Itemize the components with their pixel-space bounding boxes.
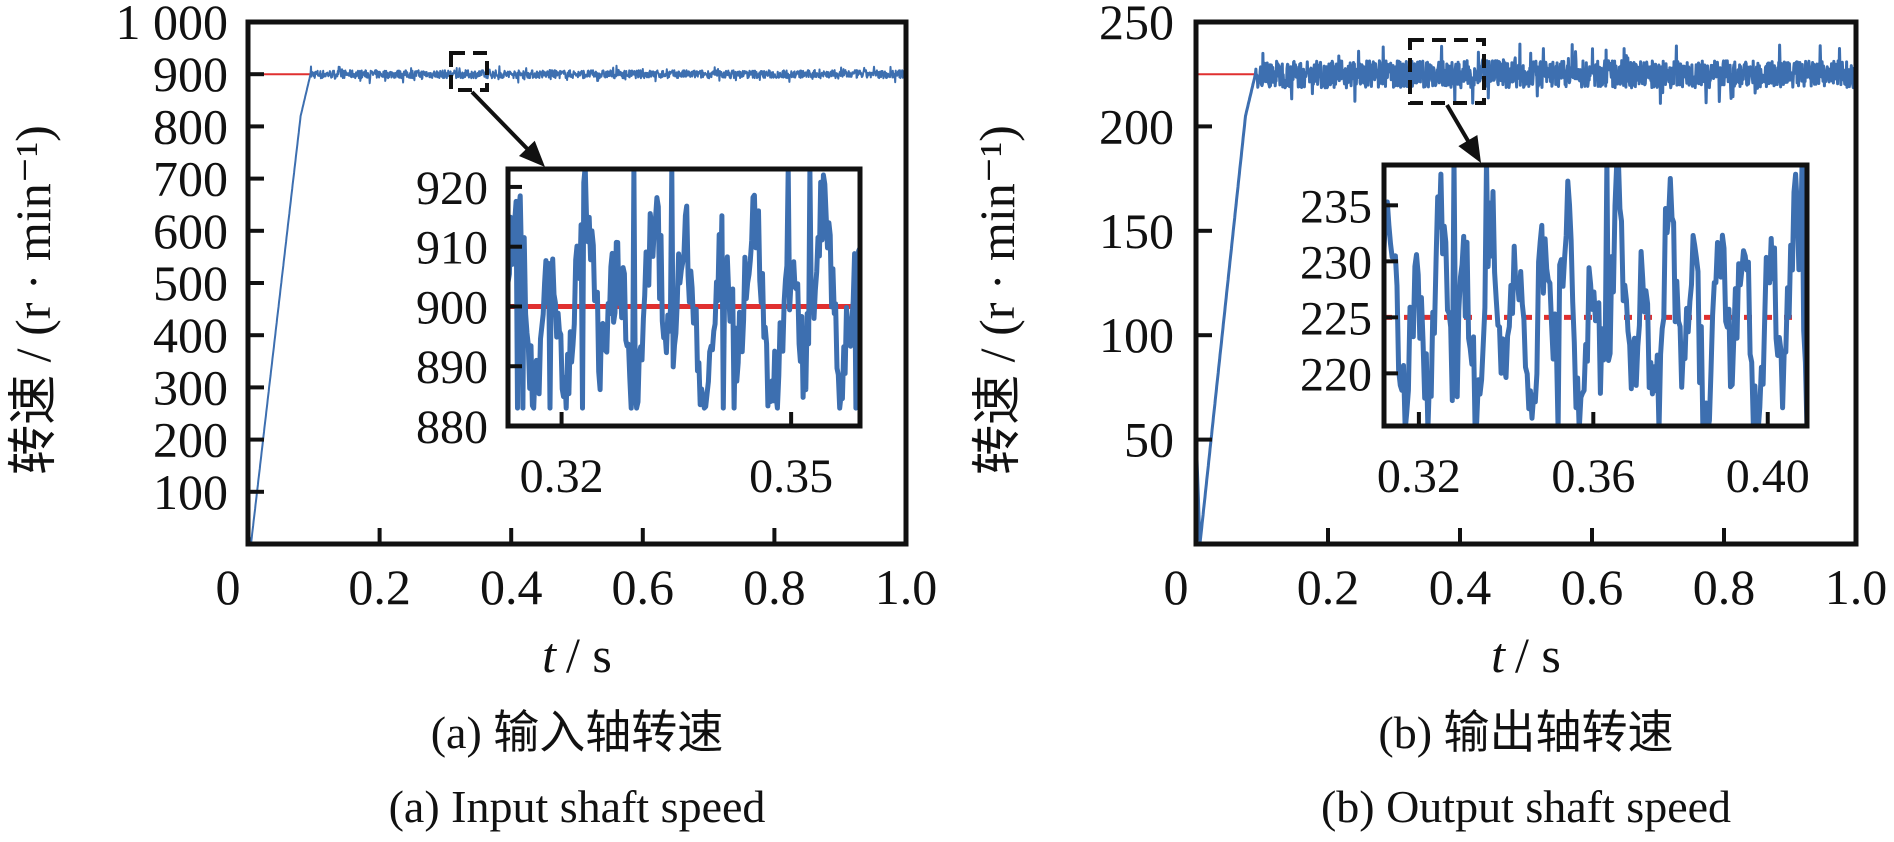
y-tick-label: 100 bbox=[153, 464, 228, 520]
x-tick-label: 0.4 bbox=[480, 559, 543, 615]
x-tick-label: 0 bbox=[216, 559, 241, 615]
speed-series-line bbox=[1194, 42, 1858, 544]
speed-series-line bbox=[247, 64, 907, 544]
y-tick-label: 200 bbox=[1099, 98, 1174, 154]
y-tick-label: 50 bbox=[1124, 412, 1174, 468]
inset-y-tick-label: 880 bbox=[416, 401, 488, 454]
inset-y-tick-label: 225 bbox=[1300, 292, 1372, 345]
x-tick-label: 0.2 bbox=[348, 559, 411, 615]
x-axis-unit: / s bbox=[566, 627, 612, 683]
x-tick-label: 0.8 bbox=[1693, 559, 1756, 615]
inset-y-tick-label: 220 bbox=[1300, 348, 1372, 401]
y-tick-label: 250 bbox=[1099, 0, 1174, 50]
x-axis-label: t / s bbox=[1491, 627, 1561, 683]
y-tick-label: 700 bbox=[153, 151, 228, 207]
x-axis-unit: / s bbox=[1515, 627, 1561, 683]
x-axis-label: t / s bbox=[542, 627, 612, 683]
inset-y-tick-label: 890 bbox=[416, 341, 488, 394]
caption-english: (a) Input shaft speed bbox=[389, 781, 766, 832]
y-tick-label: 200 bbox=[153, 412, 228, 468]
inset-x-tick-label: 0.32 bbox=[520, 450, 604, 503]
panel-b-output-shaft-speed: 转速 / (r · min⁻¹) t / s (b) 输出轴转速 (b) Outp… bbox=[969, 0, 1887, 832]
y-axis-label: 转速 / (r · min⁻¹) bbox=[969, 125, 1025, 475]
x-axis-variable: t bbox=[1491, 627, 1506, 683]
y-tick-label: 600 bbox=[153, 203, 228, 259]
inset-series-line bbox=[1384, 165, 1807, 426]
x-tick-label: 0.6 bbox=[612, 559, 675, 615]
x-tick-label: 1.0 bbox=[875, 559, 938, 615]
x-tick-label: 0.8 bbox=[743, 559, 806, 615]
plot-frame bbox=[1193, 19, 1859, 547]
inset-x-tick-label: 0.36 bbox=[1551, 450, 1635, 503]
inset-series-line bbox=[508, 169, 860, 411]
y-tick-label: 300 bbox=[153, 359, 228, 415]
x-tick-label: 0.6 bbox=[1561, 559, 1624, 615]
caption-chinese: (a) 输入轴转速 bbox=[431, 707, 724, 758]
zoom-arrow-head-icon bbox=[1458, 135, 1481, 163]
x-tick-label: 1.0 bbox=[1825, 559, 1888, 615]
zoom-inset: 0.32 0.35 880 890 900 910 920 bbox=[416, 162, 863, 503]
y-tick-label: 1 000 bbox=[116, 0, 229, 50]
y-axis-label: 转速 / (r · min⁻¹) bbox=[5, 125, 61, 475]
inset-y-tick-label: 910 bbox=[416, 222, 488, 275]
x-axis-variable: t bbox=[542, 627, 557, 683]
y-tick-label: 100 bbox=[1099, 307, 1174, 363]
caption-english: (b) Output shaft speed bbox=[1321, 781, 1731, 832]
zoom-arrow-line bbox=[470, 90, 532, 154]
panel-a-input-shaft-speed: 转速 / (r · min⁻¹) t / s (a) 输入轴转速 (a) Inpu… bbox=[5, 0, 937, 832]
inset-x-tick-label: 0.32 bbox=[1377, 450, 1461, 503]
caption-chinese: (b) 输出轴转速 bbox=[1378, 707, 1673, 758]
y-tick-label: 800 bbox=[153, 98, 228, 154]
x-tick-label: 0.4 bbox=[1429, 559, 1492, 615]
zoom-region-box bbox=[449, 51, 489, 92]
inset-y-tick-label: 230 bbox=[1300, 236, 1372, 289]
zoom-arrow-head-icon bbox=[518, 140, 545, 167]
inset-x-tick-label: 0.35 bbox=[749, 450, 833, 503]
inset-y-tick-label: 235 bbox=[1300, 180, 1372, 233]
inset-frame bbox=[1381, 162, 1810, 429]
y-tick-label: 400 bbox=[153, 307, 228, 363]
y-tick-label: 150 bbox=[1099, 203, 1174, 259]
x-tick-label: 0 bbox=[1164, 559, 1189, 615]
inset-x-tick-label: 0.40 bbox=[1726, 450, 1810, 503]
inset-y-tick-label: 920 bbox=[416, 162, 488, 215]
x-tick-label: 0.2 bbox=[1297, 559, 1360, 615]
inset-frame bbox=[505, 166, 863, 429]
y-tick-label: 900 bbox=[153, 46, 228, 102]
y-tick-label: 500 bbox=[153, 255, 228, 311]
zoom-region-box bbox=[1408, 38, 1486, 105]
inset-y-tick-label: 900 bbox=[416, 281, 488, 334]
